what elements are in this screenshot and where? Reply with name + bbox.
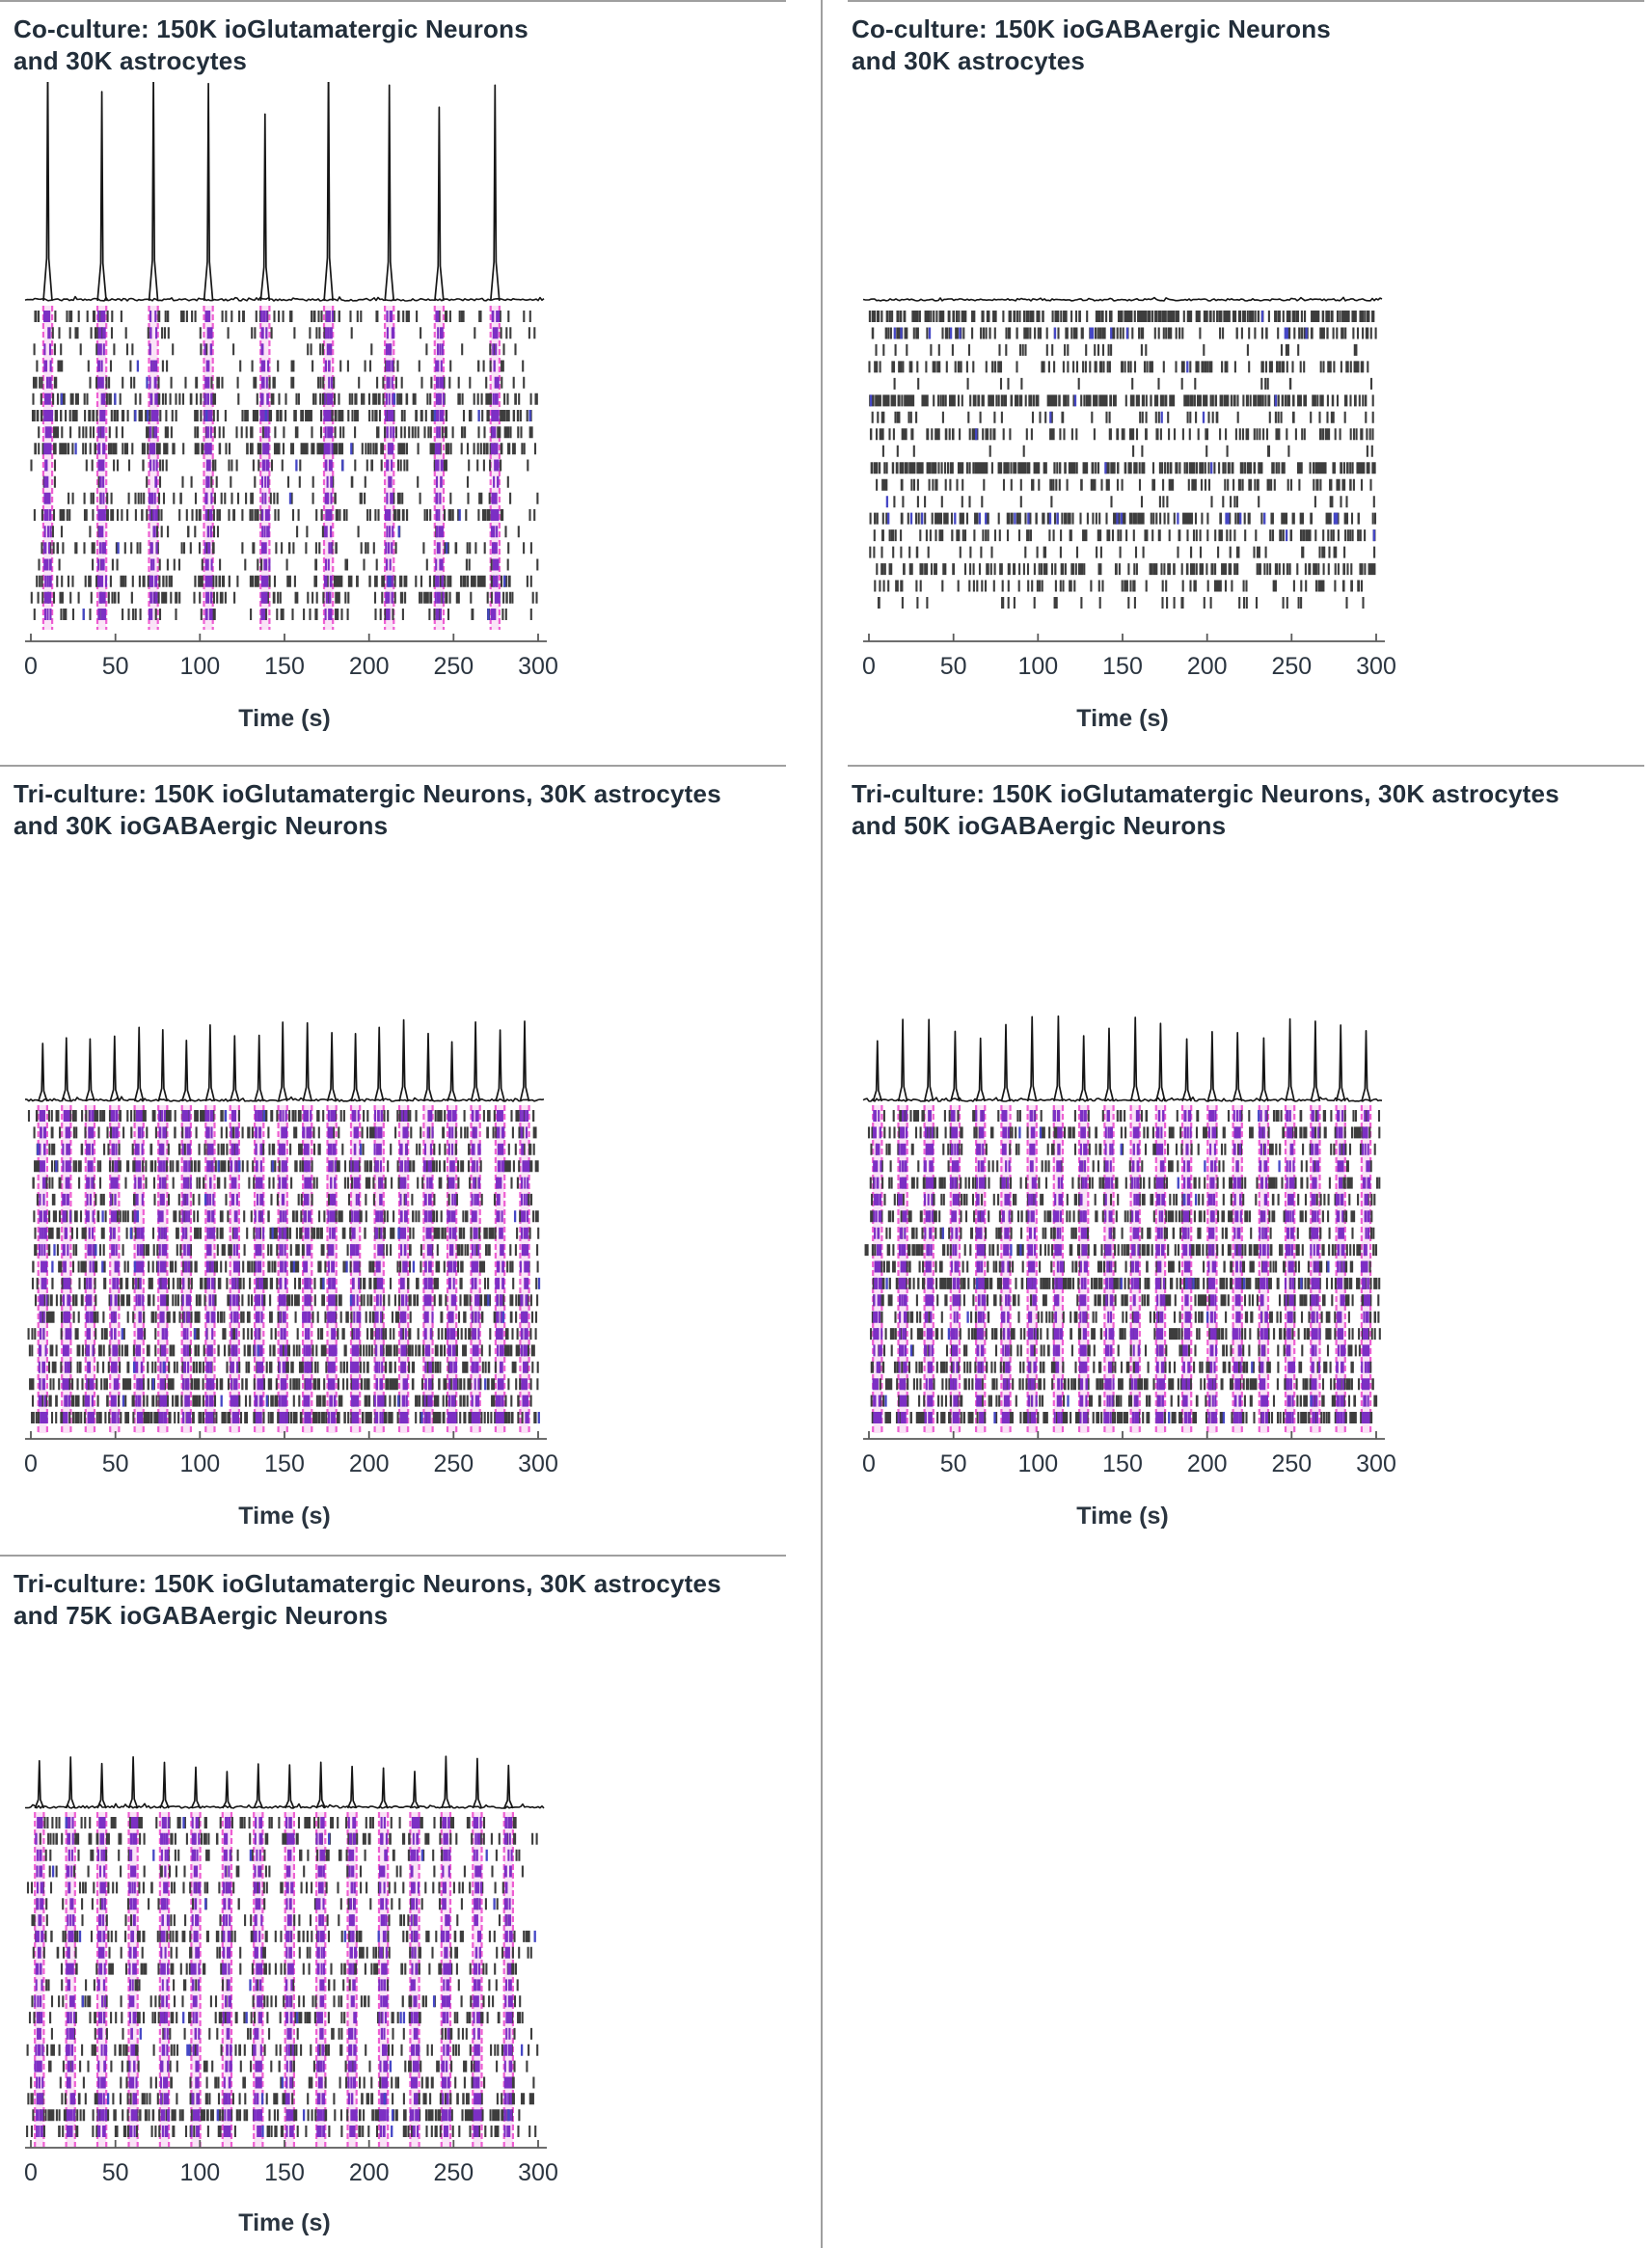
svg-text:250: 250 xyxy=(1271,653,1312,680)
raster-plot-co-culture-gabaergic: 0 50 100 150 200 250 300 Time (s) xyxy=(852,82,1652,742)
raster-plot-tri-culture-30k: 0 50 100 150 200 250 300 Time (s) xyxy=(14,847,821,1537)
svg-text:100: 100 xyxy=(179,1450,220,1477)
svg-text:50: 50 xyxy=(102,653,129,680)
svg-text:50: 50 xyxy=(102,1450,129,1477)
svg-text:0: 0 xyxy=(862,1450,876,1477)
panel-title-line2: and 75K ioGABAergic Neurons xyxy=(14,1601,389,1631)
divider-mid-right xyxy=(848,765,1644,767)
panel-title: Tri-culture: 150K ioGlutamatergic Neuron… xyxy=(14,1568,821,1633)
svg-text:250: 250 xyxy=(433,1450,474,1477)
svg-text:100: 100 xyxy=(179,653,220,680)
svg-text:150: 150 xyxy=(264,2159,305,2186)
svg-text:200: 200 xyxy=(1187,1450,1228,1477)
svg-text:Time (s): Time (s) xyxy=(1076,1503,1168,1530)
svg-text:200: 200 xyxy=(349,653,390,680)
raster-plot-tri-culture-75k: 0 50 100 150 200 250 300 Time (s) xyxy=(14,1637,821,2240)
svg-text:50: 50 xyxy=(940,653,967,680)
svg-text:250: 250 xyxy=(1271,1450,1312,1477)
svg-text:150: 150 xyxy=(1102,1450,1143,1477)
panel-title: Co-culture: 150K ioGABAergic Neurons and… xyxy=(852,14,1652,78)
svg-text:Time (s): Time (s) xyxy=(1076,705,1168,732)
panel-title-line2: and 30K astrocytes xyxy=(14,46,248,76)
panel-tri-culture-30k-gaba: Tri-culture: 150K ioGlutamatergic Neuron… xyxy=(0,765,821,1555)
svg-text:Time (s): Time (s) xyxy=(238,2209,330,2236)
svg-text:250: 250 xyxy=(433,2159,474,2186)
panel-title-line1: Tri-culture: 150K ioGlutamatergic Neuron… xyxy=(852,779,1559,808)
svg-text:150: 150 xyxy=(1102,653,1143,680)
svg-text:300: 300 xyxy=(1356,1450,1396,1477)
svg-text:50: 50 xyxy=(940,1450,967,1477)
svg-text:50: 50 xyxy=(102,2159,129,2186)
panel-title-line1: Co-culture: 150K ioGlutamatergic Neurons xyxy=(14,14,528,43)
panel-title-line2: and 30K ioGABAergic Neurons xyxy=(14,811,389,841)
raster-plot-tri-culture-50k: 0 50 100 150 200 250 300 Time (s) xyxy=(852,847,1652,1537)
panel-title-line1: Tri-culture: 150K ioGlutamatergic Neuron… xyxy=(14,1569,721,1598)
divider-bottom-left xyxy=(0,1555,786,1557)
svg-text:150: 150 xyxy=(264,653,305,680)
svg-text:100: 100 xyxy=(179,2159,220,2186)
svg-text:300: 300 xyxy=(518,653,558,680)
svg-text:Time (s): Time (s) xyxy=(238,1503,330,1530)
svg-text:250: 250 xyxy=(433,653,474,680)
panel-title: Co-culture: 150K ioGlutamatergic Neurons… xyxy=(14,14,821,78)
svg-text:0: 0 xyxy=(24,2159,38,2186)
svg-text:100: 100 xyxy=(1017,653,1058,680)
svg-text:200: 200 xyxy=(1187,653,1228,680)
divider-mid-left xyxy=(0,765,786,767)
raster-plot-co-culture-glutamatergic: 0 50 100 150 200 250 300 Time (s) xyxy=(14,81,821,742)
svg-text:Time (s): Time (s) xyxy=(238,705,330,732)
panel-title-line1: Co-culture: 150K ioGABAergic Neurons xyxy=(852,14,1331,43)
svg-text:100: 100 xyxy=(1017,1450,1058,1477)
panel-co-culture-gabaergic: Co-culture: 150K ioGABAergic Neurons and… xyxy=(821,0,1652,765)
divider-top-right xyxy=(848,0,1644,2)
svg-text:200: 200 xyxy=(349,2159,390,2186)
svg-text:0: 0 xyxy=(862,653,876,680)
svg-text:0: 0 xyxy=(24,1450,38,1477)
panel-title: Tri-culture: 150K ioGlutamatergic Neuron… xyxy=(14,778,821,843)
svg-text:0: 0 xyxy=(24,653,38,680)
panel-tri-culture-75k-gaba: Tri-culture: 150K ioGlutamatergic Neuron… xyxy=(0,1555,821,2248)
panel-title-line2: and 30K astrocytes xyxy=(852,46,1086,76)
divider-top-left xyxy=(0,0,786,2)
svg-text:200: 200 xyxy=(349,1450,390,1477)
panel-co-culture-glutamatergic: Co-culture: 150K ioGlutamatergic Neurons… xyxy=(0,0,821,765)
panel-title-line2: and 50K ioGABAergic Neurons xyxy=(852,811,1227,841)
svg-text:300: 300 xyxy=(1356,653,1396,680)
panel-title: Tri-culture: 150K ioGlutamatergic Neuron… xyxy=(852,778,1652,843)
panel-tri-culture-50k-gaba: Tri-culture: 150K ioGlutamatergic Neuron… xyxy=(821,765,1652,1555)
empty-cell xyxy=(821,1555,1652,2248)
panel-title-line1: Tri-culture: 150K ioGlutamatergic Neuron… xyxy=(14,779,721,808)
svg-text:300: 300 xyxy=(518,2159,558,2186)
svg-text:300: 300 xyxy=(518,1450,558,1477)
svg-text:150: 150 xyxy=(264,1450,305,1477)
